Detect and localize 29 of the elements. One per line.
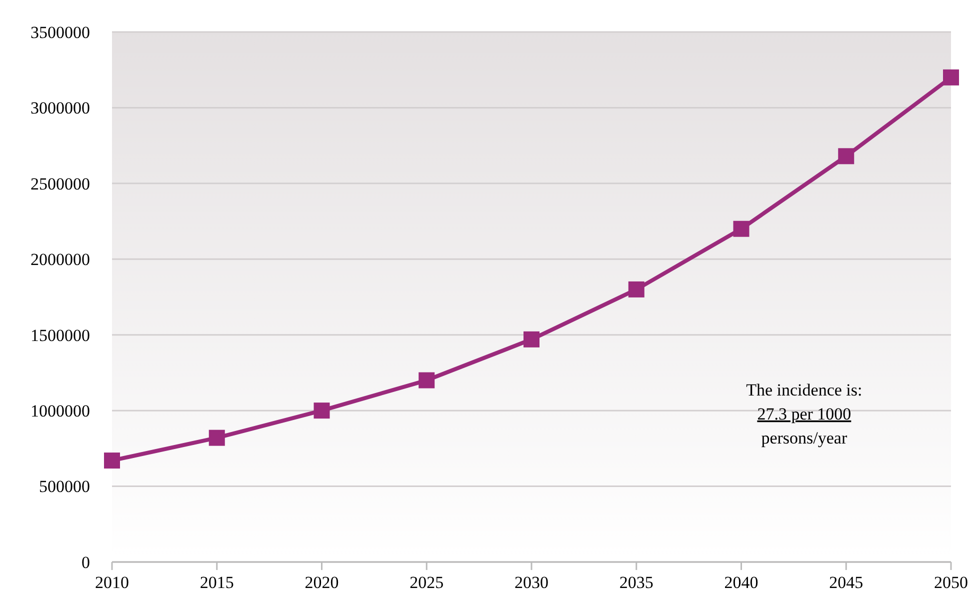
point [943, 69, 959, 86]
point [628, 281, 644, 298]
x-tick-label: 2020 [304, 573, 339, 592]
y-tick-label: 3000000 [30, 98, 90, 118]
y-tick-label: 2500000 [30, 174, 90, 194]
annotation: The incidence is: [746, 380, 862, 400]
x-tick-label: 2010 [95, 573, 129, 592]
y-tick-label: 500000 [39, 477, 90, 496]
x-tick-label: 2030 [514, 573, 548, 592]
x-tick-label: 2035 [619, 573, 654, 592]
annotation: 27.3 per 1000 [757, 404, 852, 424]
x-tick-label: 2045 [829, 573, 864, 592]
y-tick-label: 0 [82, 552, 90, 572]
x-tick-label: 2050 [934, 573, 968, 592]
y-tick-label: 2000000 [30, 250, 90, 270]
point [524, 331, 540, 348]
point [733, 220, 750, 237]
x-tick-label: 2040 [724, 573, 758, 592]
y-tick-label: 1000000 [30, 402, 90, 421]
x-tick-label: 2015 [200, 573, 234, 592]
annotation: persons/year [761, 428, 848, 448]
point [418, 372, 435, 388]
y-tick-label: 1500000 [30, 326, 90, 345]
point [208, 430, 225, 446]
y-tick-label: 3500000 [30, 22, 90, 42]
point [314, 402, 330, 419]
x-tick-label: 2025 [410, 573, 444, 592]
point [838, 148, 854, 164]
point [104, 452, 120, 469]
